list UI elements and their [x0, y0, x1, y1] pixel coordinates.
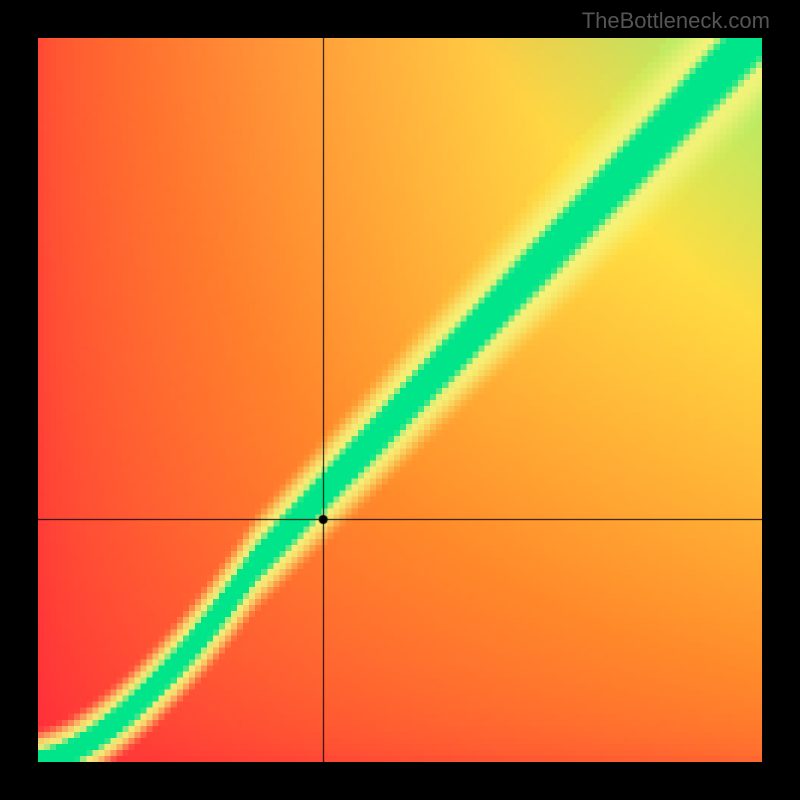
watermark-text: TheBottleneck.com: [582, 8, 770, 34]
bottleneck-heatmap: [38, 38, 762, 762]
chart-container: TheBottleneck.com: [0, 0, 800, 800]
